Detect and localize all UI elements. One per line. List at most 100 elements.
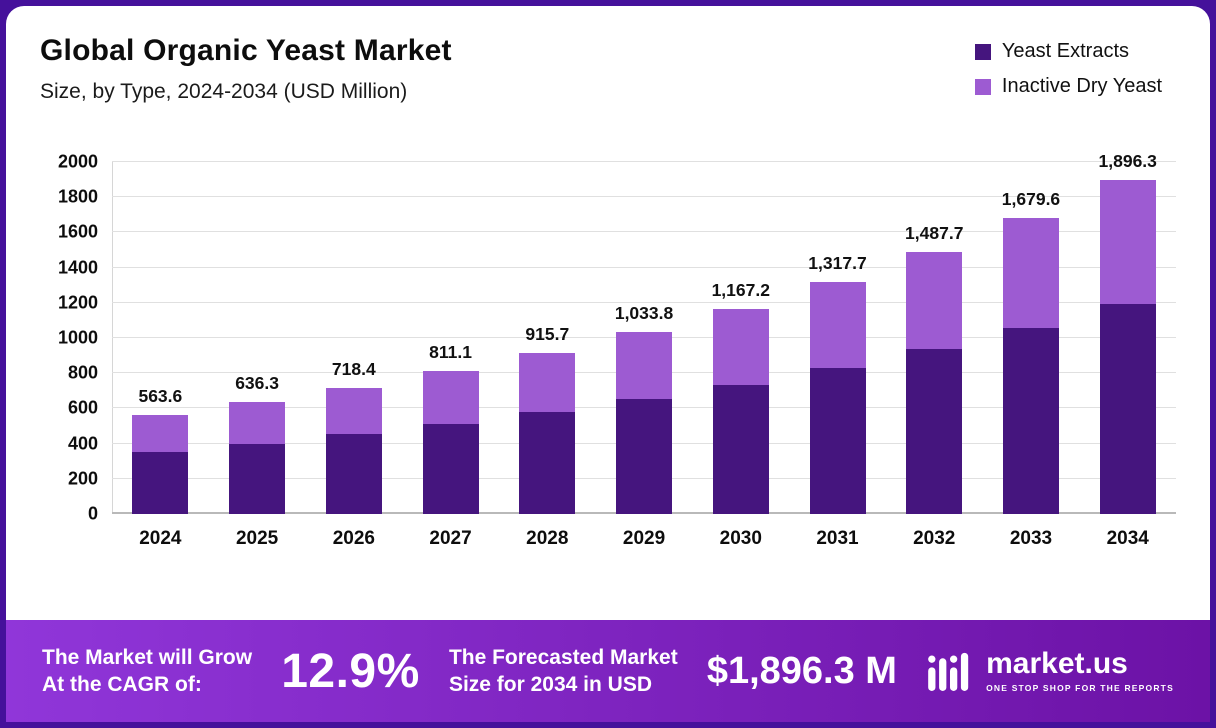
chart: 563.6 636.3 718.4 811.1 915.7 1,033.8 1,167.2 1… [40, 151, 1176, 550]
bar-slot: 563.6 [112, 162, 209, 514]
legend-swatch-yeast-extracts [974, 43, 991, 60]
y-tick-label: 1600 [57, 221, 98, 242]
segment-inactive-dry-yeast [229, 402, 286, 444]
segment-inactive-dry-yeast [1099, 180, 1156, 304]
segment-inactive-dry-yeast [712, 308, 769, 385]
gridline [112, 231, 1176, 233]
x-tick-label-2025: 2025 [235, 528, 279, 549]
segment-yeast-extracts [519, 412, 576, 514]
header: Global Organic Yeast Market Size, by Typ… [6, 6, 1210, 104]
plot-area: 563.6 636.3 718.4 811.1 915.7 1,033.8 1,167.2 1… [58, 151, 1176, 524]
segment-inactive-dry-yeast [1002, 218, 1059, 328]
x-tick-label-2031: 2031 [816, 528, 859, 549]
bar-2033: 1,679.6 [1002, 189, 1060, 514]
bar-2024: 563.6 [132, 386, 189, 514]
bar-total-label: 915.7 [525, 323, 570, 344]
y-tick-label: 200 [67, 468, 98, 489]
x-tick-label-2030: 2030 [719, 528, 762, 549]
gridline [112, 301, 1176, 303]
gridline [112, 266, 1176, 268]
bar-2030: 1,167.2 [712, 280, 770, 514]
x-tick-label-2032: 2032 [913, 528, 956, 549]
bar-total-label: 1,896.3 [1098, 151, 1157, 172]
legend-item-inactive-dry-yeast: Inactive Dry Yeast [974, 75, 1162, 98]
bar-total-label: 1,033.8 [614, 303, 674, 324]
bar-slot: 1,679.6 [983, 162, 1080, 514]
bar-slot: 718.4 [305, 162, 402, 514]
bar-2032: 1,487.7 [905, 223, 963, 514]
x-tick-label-2028: 2028 [526, 528, 569, 549]
bar-total-label: 1,167.2 [711, 279, 770, 300]
x-tick-label-2033: 2033 [1009, 528, 1053, 549]
forecast-label-line2: Size for 2034 in USD [448, 673, 653, 696]
x-tick-label-2027: 2027 [429, 528, 472, 549]
y-tick-label: 400 [67, 433, 98, 454]
bar-slot: 636.3 [209, 162, 306, 514]
bar-slot: 1,033.8 [596, 162, 693, 514]
page-title: Global Organic Yeast Market [40, 34, 452, 67]
footer-bar: The Market will Grow At the CAGR of: 12.… [6, 620, 1210, 722]
bar-slot: 1,167.2 [692, 162, 789, 514]
y-tick-label: 600 [67, 397, 98, 418]
y-tick-label: 1200 [57, 292, 98, 313]
segment-inactive-dry-yeast [325, 387, 382, 435]
legend: Yeast Extracts Inactive Dry Yeast [974, 40, 1162, 98]
y-tick-label: 2000 [57, 151, 98, 172]
bar-2027: 811.1 [422, 342, 479, 514]
y-tick-label: 1800 [57, 186, 98, 207]
forecast-label: The Forecasted Market Size for 2034 in U… [449, 644, 678, 699]
bar-total-label: 718.4 [331, 358, 376, 379]
segment-yeast-extracts [325, 434, 382, 514]
bar-2025: 636.3 [229, 373, 286, 514]
segment-yeast-extracts [906, 349, 963, 514]
segment-inactive-dry-yeast [132, 414, 189, 452]
segment-yeast-extracts [132, 451, 189, 514]
page-subtitle: Size, by Type, 2024-2034 (USD Million) [40, 80, 408, 103]
bar-total-label: 636.3 [235, 373, 279, 394]
bar-total-label: 1,679.6 [1001, 189, 1061, 210]
forecast-label-line1: The Forecasted Market [448, 645, 678, 669]
bars-row: 563.6 636.3 718.4 811.1 915.7 1,033.8 1,167.2 1… [112, 151, 1176, 514]
bar-slot: 1,487.7 [886, 162, 983, 514]
market-us-logo-icon [926, 651, 974, 691]
x-tick-label-2024: 2024 [139, 528, 182, 549]
bar-slot: 811.1 [402, 162, 499, 514]
cagr-label: The Market will Grow At the CAGR of: [42, 644, 252, 699]
bar-slot: 915.7 [499, 162, 596, 514]
legend-swatch-inactive-dry-yeast [974, 78, 991, 95]
cagr-value: 12.9% [281, 644, 420, 698]
bar-2028: 915.7 [519, 324, 576, 514]
legend-label-inactive-dry-yeast: Inactive Dry Yeast [1001, 75, 1162, 97]
y-tick-label: 0 [87, 503, 98, 524]
segment-yeast-extracts [809, 367, 866, 514]
bar-2034: 1,896.3 [1099, 151, 1157, 514]
brand-tagline: ONE STOP SHOP FOR THE REPORTS [986, 683, 1174, 693]
x-axis: 2024 2025 2026 2027 2028 2029 2030 2031 2032 2033… [112, 528, 1176, 550]
segment-yeast-extracts [712, 384, 769, 514]
bar-total-label: 1,317.7 [808, 253, 867, 274]
segment-inactive-dry-yeast [906, 252, 963, 350]
segment-yeast-extracts [422, 424, 479, 514]
x-tick-label-2026: 2026 [332, 528, 375, 549]
segment-yeast-extracts [1099, 303, 1156, 514]
brand-text: market.us ONE STOP SHOP FOR THE REPORTS [986, 647, 1174, 694]
segment-yeast-extracts [616, 399, 673, 514]
forecast-value: $1,896.3 M [706, 649, 897, 692]
bar-slot: 1,317.7 [789, 162, 886, 514]
segment-yeast-extracts [229, 443, 286, 514]
bar-total-label: 811.1 [429, 342, 472, 363]
gridline [112, 196, 1176, 198]
y-tick-label: 800 [67, 362, 98, 383]
legend-label-yeast-extracts: Yeast Extracts [1001, 40, 1130, 62]
bar-2026: 718.4 [325, 359, 382, 514]
cagr-label-line1: The Market will Grow [42, 645, 253, 669]
page-content: Global Organic Yeast Market Size, by Typ… [6, 6, 1210, 722]
bar-total-label: 563.6 [138, 385, 183, 406]
gridline [112, 161, 1176, 162]
x-tick-label-2029: 2029 [622, 528, 666, 549]
bar-2029: 1,033.8 [615, 303, 673, 514]
segment-inactive-dry-yeast [422, 371, 479, 425]
segment-inactive-dry-yeast [809, 282, 866, 368]
brand-name: market.us [986, 647, 1128, 680]
